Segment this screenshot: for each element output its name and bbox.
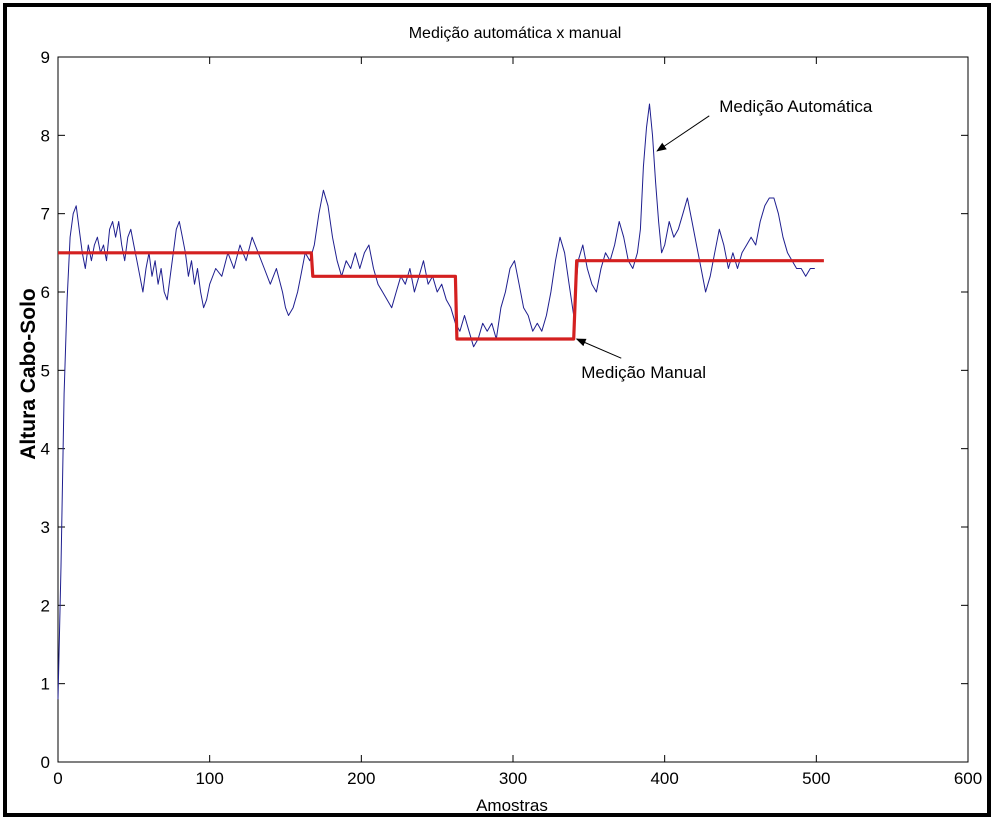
annotations: Medição Automática Medição Manual xyxy=(575,97,873,382)
y-tick-label: 8 xyxy=(41,126,50,145)
y-tick-label: 5 xyxy=(41,361,50,380)
series-group xyxy=(57,103,824,700)
annotation-label: Medição Manual xyxy=(581,363,706,382)
annotation-arrow xyxy=(575,338,622,359)
series-line-manual xyxy=(58,251,824,341)
y-tick-label: 7 xyxy=(41,205,50,224)
x-tick-label: 400 xyxy=(650,769,678,788)
x-axis-label: Amostras xyxy=(476,796,548,813)
x-tick-label: 200 xyxy=(347,769,375,788)
figure-frame: 0 100 200 300 400 500 600 0 1 2 3 4 5 6 7 8 9 Medição Au… xyxy=(3,3,991,817)
y-tick-label: 1 xyxy=(41,675,50,694)
x-tick-label: 100 xyxy=(195,769,223,788)
y-tick-label: 3 xyxy=(41,518,50,537)
y-tick-label: 2 xyxy=(41,596,50,615)
series-line-automatic xyxy=(57,103,815,700)
annotation-arrow xyxy=(656,115,710,152)
line-chart: 0 100 200 300 400 500 600 0 1 2 3 4 5 6 7 8 9 Medição Au… xyxy=(17,25,983,813)
annotation-label: Medição Automática xyxy=(719,97,873,116)
chart-title: Medição automática x manual xyxy=(409,25,622,42)
y-axis-label: Altura Cabo-Solo xyxy=(17,288,40,460)
x-tick-label: 0 xyxy=(53,769,62,788)
plot-area-box xyxy=(57,56,969,763)
y-tick-label: 9 xyxy=(41,48,50,67)
x-tick-label: 600 xyxy=(954,769,982,788)
x-tick-label: 500 xyxy=(802,769,830,788)
y-tick-label: 6 xyxy=(41,283,50,302)
y-tick-label: 0 xyxy=(41,753,50,772)
x-tick-label: 300 xyxy=(499,769,527,788)
y-tick-label: 4 xyxy=(41,440,50,459)
axes: 0 100 200 300 400 500 600 0 1 2 3 4 5 6 7 8 9 xyxy=(41,48,983,788)
